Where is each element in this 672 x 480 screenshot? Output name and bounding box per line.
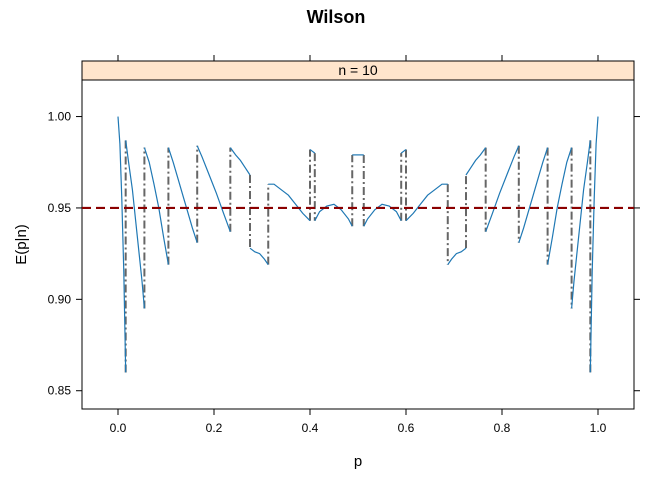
coverage-segment <box>571 140 591 309</box>
coverage-segment <box>196 145 231 232</box>
y-tick-label: 1.00 <box>48 110 72 124</box>
coverage-segment <box>447 247 467 265</box>
coverage-segment <box>125 140 145 309</box>
coverage-segment <box>405 183 448 222</box>
coverage-segment <box>465 147 487 176</box>
chart-title: Wilson <box>307 7 366 27</box>
coverage-segment <box>589 116 599 373</box>
x-tick-label: 0.4 <box>302 421 319 435</box>
coverage-segment <box>314 203 353 227</box>
coverage-segment <box>485 145 520 232</box>
y-tick-label: 0.85 <box>48 384 72 398</box>
coverage-series <box>117 116 599 373</box>
y-tick-label: 0.95 <box>48 201 72 215</box>
x-tick-label: 0.6 <box>398 421 415 435</box>
jump-lines <box>124 140 592 373</box>
coverage-segment <box>268 183 311 222</box>
y-axis-label: E(p|n) <box>13 224 30 265</box>
x-tick-label: 0.8 <box>494 421 511 435</box>
y-axis: 0.85 0.90 0.95 1.00 <box>48 110 640 398</box>
strip-label: n = 10 <box>338 62 378 78</box>
x-tick-label: 0.0 <box>110 421 127 435</box>
x-tick-label: 0.2 <box>206 421 223 435</box>
y-tick-label: 0.90 <box>48 292 72 306</box>
plot-panel <box>81 79 635 410</box>
x-axis: 0.0 0.2 0.4 0.6 0.8 1.0 <box>110 55 607 435</box>
x-axis-label: p <box>354 453 362 470</box>
coverage-segment <box>143 147 169 265</box>
coverage-segment <box>229 147 251 176</box>
x-tick-label: 1.0 <box>590 421 607 435</box>
coverage-segment <box>363 203 402 227</box>
strip: n = 10 <box>81 60 635 81</box>
coverage-segment <box>117 116 127 373</box>
coverage-segment <box>167 147 198 243</box>
coverage-segment <box>400 149 407 154</box>
coverage-segment <box>249 247 269 265</box>
coverage-segment <box>518 147 549 243</box>
coverage-segment <box>309 149 316 154</box>
coverage-segment <box>547 147 573 265</box>
